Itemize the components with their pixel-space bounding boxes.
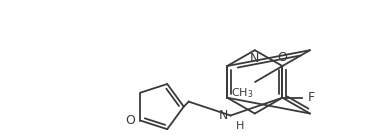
Text: O: O: [278, 51, 287, 64]
Text: O: O: [125, 114, 135, 127]
Text: N: N: [250, 52, 259, 65]
Text: F: F: [307, 91, 315, 104]
Text: CH$_3$: CH$_3$: [231, 86, 253, 100]
Text: H: H: [235, 121, 244, 132]
Text: N: N: [219, 109, 229, 122]
